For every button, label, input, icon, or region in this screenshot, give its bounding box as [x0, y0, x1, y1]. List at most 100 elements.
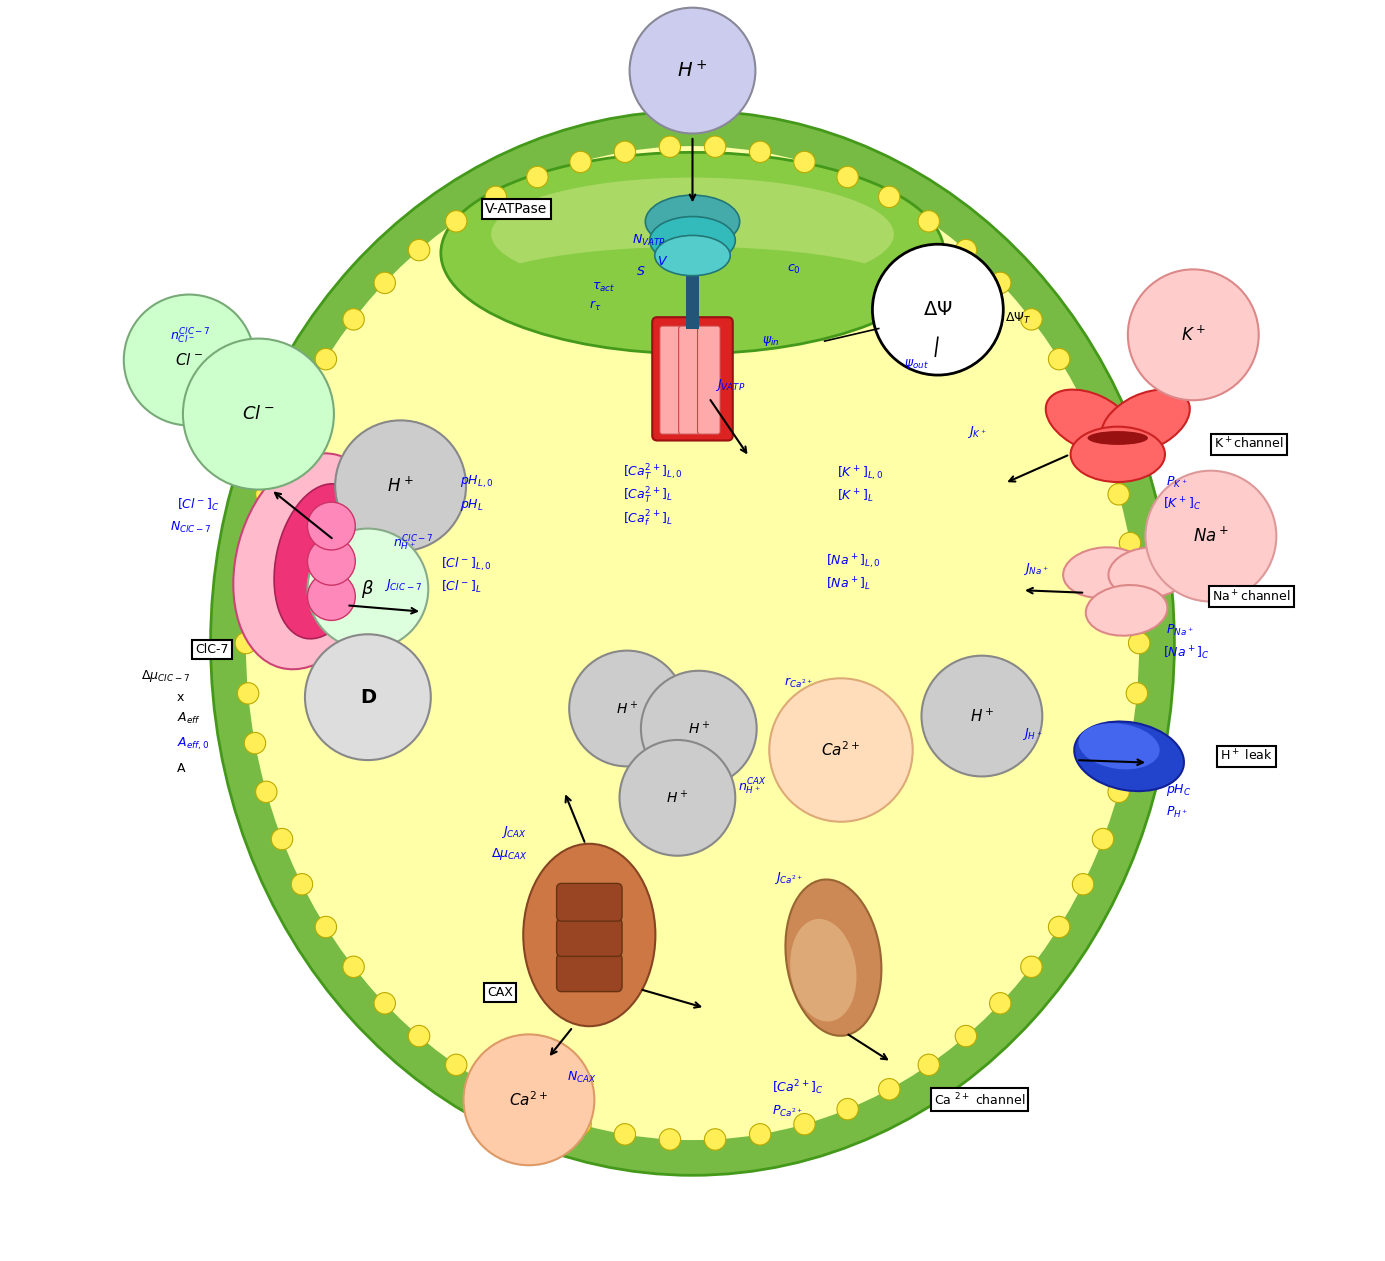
Circle shape: [291, 874, 313, 895]
Text: $Na^+$: $Na^+$: [1192, 527, 1228, 546]
Circle shape: [244, 733, 266, 754]
Text: $Ca^{2+}$: $Ca^{2+}$: [821, 740, 860, 759]
Text: $[Ca_f^{2+}]_L$: $[Ca_f^{2+}]_L$: [623, 508, 673, 528]
Circle shape: [343, 956, 364, 977]
Circle shape: [918, 1054, 939, 1076]
Ellipse shape: [791, 919, 856, 1021]
Circle shape: [1048, 348, 1069, 369]
Ellipse shape: [440, 153, 945, 353]
Circle shape: [409, 1025, 429, 1047]
Circle shape: [374, 272, 396, 294]
Circle shape: [343, 309, 364, 330]
Text: $[Na^+]_{L,0}$: $[Na^+]_{L,0}$: [825, 552, 881, 571]
Circle shape: [989, 272, 1011, 294]
Text: $J_{ClC-7}$: $J_{ClC-7}$: [384, 578, 422, 593]
Circle shape: [256, 781, 277, 802]
Text: Na$^+$channel: Na$^+$channel: [1212, 589, 1291, 604]
Text: $[Ca_T^{2+}]_L$: $[Ca_T^{2+}]_L$: [623, 485, 673, 506]
Ellipse shape: [1087, 431, 1148, 445]
Circle shape: [794, 151, 816, 173]
Circle shape: [918, 211, 939, 232]
Ellipse shape: [1086, 585, 1168, 636]
Circle shape: [1093, 436, 1114, 458]
Text: $r_{Ca^{2+}}$: $r_{Ca^{2+}}$: [784, 676, 813, 690]
Circle shape: [1119, 733, 1141, 754]
Circle shape: [307, 537, 356, 585]
Ellipse shape: [1101, 390, 1190, 454]
Circle shape: [316, 917, 337, 938]
Text: $H^+$: $H^+$: [687, 720, 711, 738]
Circle shape: [569, 151, 591, 173]
Ellipse shape: [274, 484, 368, 639]
Text: $K^+$: $K^+$: [1181, 325, 1206, 344]
Ellipse shape: [785, 879, 881, 1035]
Circle shape: [1127, 270, 1259, 400]
Text: $pH_{L,0}$: $pH_{L,0}$: [460, 474, 493, 491]
Ellipse shape: [1071, 426, 1165, 482]
Ellipse shape: [655, 236, 730, 276]
Circle shape: [291, 391, 313, 412]
Text: $V$: $V$: [658, 255, 669, 269]
Text: $A_{eff,0}$: $A_{eff,0}$: [177, 735, 209, 752]
FancyBboxPatch shape: [698, 327, 720, 434]
Text: $c_0$: $c_0$: [787, 262, 801, 276]
Ellipse shape: [1046, 390, 1134, 454]
Text: $H^+$: $H^+$: [969, 707, 994, 725]
Text: $\Delta\mu_{CIC-7}$: $\Delta\mu_{CIC-7}$: [141, 668, 190, 683]
Ellipse shape: [492, 178, 893, 291]
Circle shape: [1129, 632, 1150, 653]
Text: $[Cl^-]_L$: $[Cl^-]_L$: [440, 579, 482, 594]
Circle shape: [335, 420, 465, 551]
Circle shape: [1072, 391, 1094, 412]
Text: $[Na^+]_L$: $[Na^+]_L$: [825, 575, 871, 593]
Circle shape: [873, 245, 1003, 375]
Circle shape: [659, 1129, 680, 1150]
Circle shape: [569, 1113, 591, 1135]
Circle shape: [1021, 956, 1042, 977]
Circle shape: [123, 295, 255, 425]
Circle shape: [749, 1124, 771, 1145]
Ellipse shape: [1079, 723, 1159, 769]
Text: $S$: $S$: [636, 265, 645, 279]
Text: $[K^+]_C$: $[K^+]_C$: [1163, 496, 1201, 513]
Circle shape: [237, 682, 259, 704]
Circle shape: [956, 240, 976, 261]
Text: $Cl^-$: $Cl^-$: [242, 405, 274, 424]
Circle shape: [307, 528, 428, 649]
Circle shape: [1126, 682, 1148, 704]
Ellipse shape: [1108, 547, 1190, 598]
Text: H$^+$ leak: H$^+$ leak: [1220, 749, 1273, 764]
Circle shape: [271, 436, 292, 458]
FancyBboxPatch shape: [679, 327, 701, 434]
Text: $[Cl^-]_C$: $[Cl^-]_C$: [177, 497, 219, 513]
Circle shape: [183, 339, 334, 489]
Circle shape: [878, 187, 900, 208]
Text: $A_{eff}$: $A_{eff}$: [177, 711, 201, 726]
Circle shape: [619, 740, 735, 856]
Text: $J_{Ca^{2+}}$: $J_{Ca^{2+}}$: [774, 870, 803, 886]
Text: $N_{ClC-7}$: $N_{ClC-7}$: [170, 520, 212, 535]
Text: $n_{Cl^-}^{ClC-7}$: $n_{Cl^-}^{ClC-7}$: [170, 325, 211, 344]
Circle shape: [794, 1113, 816, 1135]
Circle shape: [316, 348, 337, 369]
Ellipse shape: [233, 453, 384, 670]
Text: $Cl^-$: $Cl^-$: [176, 352, 204, 368]
Text: $N_{CAX}$: $N_{CAX}$: [566, 1069, 597, 1084]
Ellipse shape: [524, 844, 655, 1026]
FancyBboxPatch shape: [557, 953, 622, 991]
Circle shape: [446, 211, 467, 232]
Text: Ca $^{2+}$ channel: Ca $^{2+}$ channel: [933, 1092, 1025, 1108]
Text: $[K^+]_{L,0}$: $[K^+]_{L,0}$: [837, 464, 884, 483]
Circle shape: [1145, 470, 1277, 601]
Text: V-ATPase: V-ATPase: [485, 202, 547, 216]
Circle shape: [569, 651, 686, 767]
Circle shape: [1108, 484, 1129, 504]
Circle shape: [526, 1098, 548, 1120]
Circle shape: [235, 632, 256, 653]
Circle shape: [409, 240, 429, 261]
FancyBboxPatch shape: [652, 318, 733, 440]
Text: $n_{H^+}^{CAX}$: $n_{H^+}^{CAX}$: [738, 777, 766, 797]
Ellipse shape: [650, 217, 735, 265]
Text: $[Cl^-]_{L,0}$: $[Cl^-]_{L,0}$: [440, 555, 492, 572]
Text: $\Delta\Psi$: $\Delta\Psi$: [922, 300, 953, 319]
